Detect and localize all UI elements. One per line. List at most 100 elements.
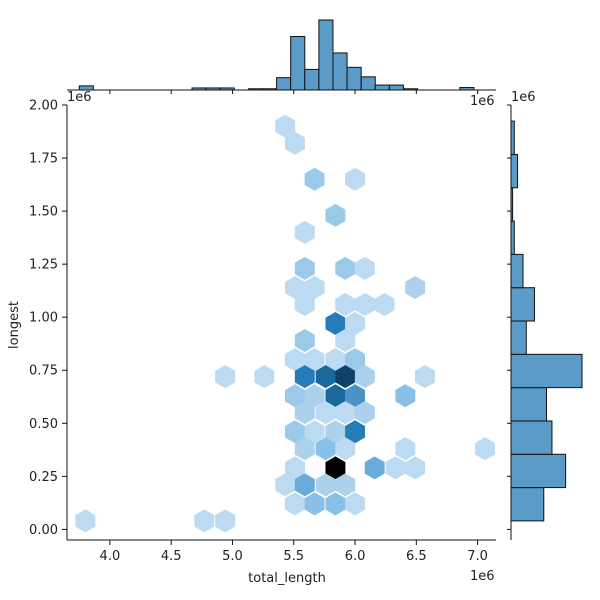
- hexbin-cell-8: [345, 167, 365, 191]
- y-axis-offset-label-right: 1e6: [511, 90, 536, 105]
- hexbin-cell-17: [294, 292, 315, 316]
- axes-layer: 4.0 4.5 5.0 5.5 6.0 6.5 7.0 0.00 0.25 0.50 0.75 1.0…: [29, 99, 496, 564]
- y-tick-label-8: 2.00: [29, 99, 58, 114]
- hexbin-cell-10: [294, 220, 315, 244]
- hexbin-cell-60: [335, 473, 356, 497]
- hexbin-cell-36: [325, 384, 346, 408]
- hexbin-cell-1: [194, 509, 215, 533]
- hexbin-cell-30: [315, 365, 336, 389]
- hexbin-cell-7: [304, 167, 325, 191]
- y-tick-label-2: 0.50: [29, 417, 58, 432]
- y-tick-label-1: 0.25: [29, 470, 58, 485]
- hexbin-cell-27: [325, 348, 346, 372]
- x-tick-label-3: 5.5: [283, 549, 304, 564]
- hexbin-cell-38: [395, 384, 416, 408]
- hexbin-cell-29: [294, 365, 315, 389]
- y-tick-label-6: 1.50: [29, 205, 58, 220]
- x-hist-bar-13: [374, 84, 390, 91]
- x-hist-bar-11: [346, 66, 362, 91]
- hexbin-cell-44: [304, 420, 325, 444]
- x-hist-bar-14: [388, 84, 404, 91]
- x-tick-label-4: 6.0: [345, 549, 366, 564]
- hexbin-cell-47: [294, 437, 315, 461]
- y-hist-bar-4: [510, 353, 583, 389]
- hexbin-cell-5: [275, 114, 296, 138]
- hexbin-cell-62: [304, 492, 325, 516]
- y-axis-title: longest: [7, 301, 22, 349]
- y-hist-bar-3: [510, 387, 547, 422]
- hexbin-cell-22: [345, 312, 365, 336]
- hexbin-cell-6: [285, 131, 305, 155]
- hexbin-cell-20: [374, 292, 395, 316]
- hexbin-cell-18: [335, 292, 356, 316]
- hexbin-cell-64: [345, 492, 365, 516]
- hexbin-cell-16: [405, 275, 426, 299]
- hexbin-cell-61: [285, 492, 305, 516]
- hexbin-cell-34: [285, 384, 305, 408]
- hexbin-cell-56: [405, 456, 426, 480]
- hexbin-cell-42: [354, 401, 375, 425]
- hexbin-cell-11: [294, 256, 315, 280]
- hexbin-cell-41: [335, 401, 356, 425]
- y-hist-bar-5: [510, 320, 527, 355]
- x-axis-offset-label-top: 1e6: [470, 94, 495, 109]
- hexbin-cell-43: [285, 420, 305, 444]
- hexbin-cell-58: [294, 473, 315, 497]
- y-hist-bar-10: [510, 153, 519, 189]
- x-tick-label-0: 4.0: [100, 549, 121, 564]
- hexbin-cell-37: [345, 384, 365, 408]
- hexbin-cell-55: [385, 456, 406, 480]
- hexbin-cell-40: [315, 401, 336, 425]
- hexbin-cell-46: [345, 420, 365, 444]
- hexbin-cell-26: [304, 348, 325, 372]
- hexbin-cell-39: [294, 401, 315, 425]
- hexbin-plot-area: [75, 114, 495, 533]
- hexbin-cell-49: [335, 437, 356, 461]
- y-axis-offset-label: 1e6: [67, 90, 92, 105]
- x-axis-offset-label: 1e6: [470, 569, 495, 584]
- x-hist-bar-12: [360, 76, 376, 91]
- x-hist-bar-8: [304, 68, 320, 91]
- x-hist-bar-9: [318, 19, 334, 91]
- y-tick-label-4: 1.00: [29, 311, 58, 326]
- hexbin-cell-0: [75, 509, 96, 533]
- y-hist-bar-0: [510, 487, 545, 522]
- hexbin-cell-32: [354, 365, 375, 389]
- x-marginal-histogram: [67, 19, 496, 94]
- hexbin-cell-14: [285, 275, 305, 299]
- x-tick-label-5: 6.5: [406, 549, 427, 564]
- hexbin-cell-51: [475, 437, 495, 461]
- hexbin-cell-19: [354, 292, 375, 316]
- y-hist-bar-7: [510, 253, 524, 289]
- x-tick-label-2: 5.0: [222, 549, 243, 564]
- hexbin-cell-15: [304, 275, 325, 299]
- hexbin-cell-28: [345, 348, 365, 372]
- x-hist-bar-7: [290, 35, 306, 91]
- hexbin-cell-31: [335, 365, 356, 389]
- hexbin-cell-53: [325, 456, 346, 480]
- y-hist-bar-2: [510, 420, 553, 455]
- x-axis-title: total_length: [248, 571, 326, 586]
- x-tick-label-6: 7.0: [467, 549, 488, 564]
- x-tick-label-1: 4.5: [161, 549, 182, 564]
- hexbin-cell-12: [335, 256, 356, 280]
- hexbin-cell-35: [304, 384, 325, 408]
- hexbin-cell-45: [325, 420, 346, 444]
- hexbin-cell-23: [294, 329, 315, 353]
- y-hist-bar-6: [510, 287, 535, 322]
- hexbin-cell-24: [335, 329, 356, 353]
- hexbin-cell-2: [215, 509, 236, 533]
- hexbin-cell-25: [285, 348, 305, 372]
- hexbin-cell-52: [285, 456, 305, 480]
- hexbin-cell-59: [315, 473, 336, 497]
- x-hist-bar-10: [332, 52, 348, 91]
- y-tick-label-5: 1.25: [29, 258, 58, 273]
- hexbin-cell-54: [364, 456, 385, 480]
- y-tick-label-7: 1.75: [29, 152, 58, 167]
- hexbin-cell-50: [395, 437, 416, 461]
- x-hist-bar-6: [276, 77, 292, 91]
- hexbin-cell-33: [414, 365, 435, 389]
- hexbin-cell-57: [275, 473, 296, 497]
- hexbin-cell-4: [254, 365, 275, 389]
